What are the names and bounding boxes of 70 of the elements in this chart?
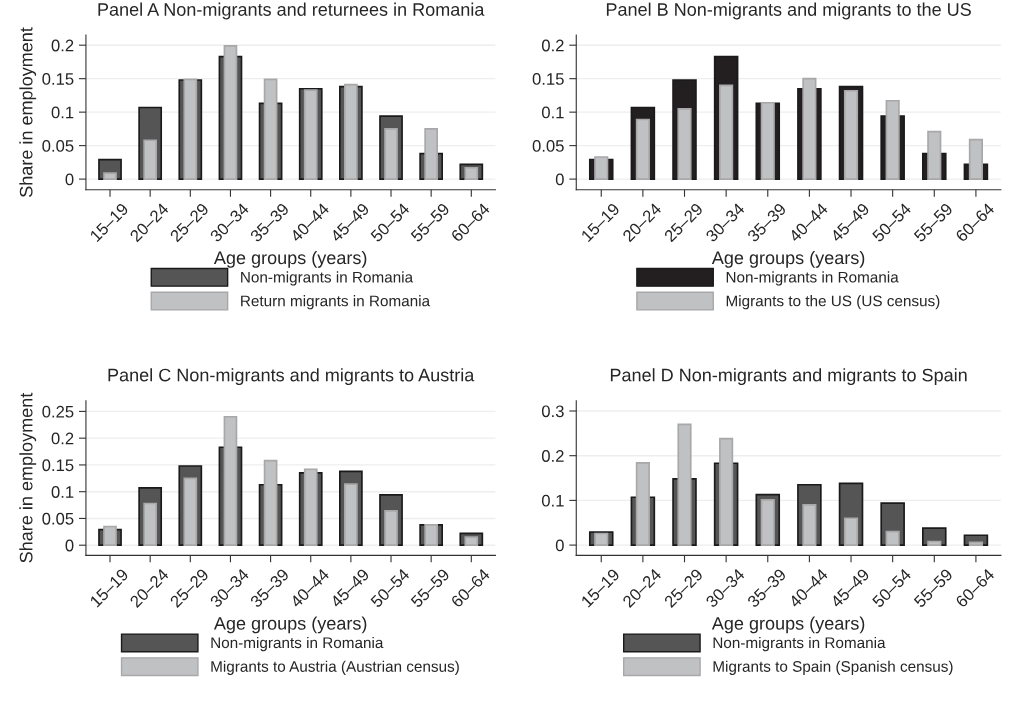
legend-label: Non-migrants in Romania [713,636,886,652]
y-tick-label: 0 [65,173,74,186]
y-tick-label: 0.1 [51,486,74,498]
y-tick-label: 0.05 [42,512,74,525]
bar [885,530,900,546]
x-axis-title: Age groups (years) [711,616,865,634]
legend-label: Migrants to Spain (Spanish census) [713,660,953,675]
bar [344,83,358,180]
bar [424,128,439,180]
bar [103,172,117,180]
bar [719,437,734,546]
legend-label: Non-migrants in Romania [726,271,899,286]
bar [927,540,942,546]
legend-label: Migrants to the US (US census) [726,295,940,310]
bar [594,156,609,180]
chart-title: Panel D Non-migrants and migrants to Spain [610,368,967,386]
y-tick-label: 0.3 [541,405,564,418]
y-tick-label: 0.2 [541,39,564,52]
y-axis-title: Share in employment [19,27,37,197]
y-tick-label: 0 [65,539,74,552]
y-tick-label: 0.2 [51,432,74,445]
y-tick-label: 0.15 [532,73,564,85]
bar [677,423,692,546]
bar [223,415,238,547]
y-tick-label: 0.15 [42,73,74,85]
legend-label: Non-migrants in Romania [241,271,414,286]
bar [263,78,278,180]
chart-title: Panel B Non-migrants and migrants to the US [606,2,971,20]
bar [719,84,734,180]
y-tick-label: 0.05 [42,140,74,152]
bar [677,107,692,180]
bar [303,468,318,547]
bar [885,99,900,180]
bar [927,130,942,180]
legend-label: Non-migrants in Romania [211,636,384,652]
y-tick-label: 0.2 [51,39,74,52]
bar [635,462,650,546]
y-tick-label: 0.1 [541,106,564,119]
chart-title: Panel A Non-migrants and returnees in Romania [98,2,485,20]
x-axis-title: Age groups (years) [213,616,367,634]
y-tick-label: 0.2 [541,450,564,462]
legend-label: Migrants to Austria (Austrian census) [211,660,459,675]
y-tick-label: 0 [555,539,564,552]
x-axis-title: Age groups (years) [213,250,367,268]
bar [183,477,198,547]
y-tick-label: 0.05 [532,140,564,152]
bar [143,502,158,547]
bar [223,45,238,180]
y-tick-label: 0.1 [51,106,74,119]
bar [384,510,398,547]
bar [843,517,859,546]
bar [103,525,117,547]
y-tick-label: 0.1 [541,494,564,507]
bar [635,118,650,180]
bar [760,101,775,180]
y-axis-title: Share in employment [19,392,37,563]
y-tick-label: 0.25 [42,405,74,418]
bar [802,504,817,546]
bar [344,483,358,547]
chart-title: Panel C Non-migrants and migrants to Austria [108,368,475,386]
x-axis-title: Age groups (years) [711,250,865,268]
bar [143,139,158,180]
bar [802,77,817,180]
legend-label: Return migrants in Romania [241,295,431,310]
bar [263,459,278,547]
y-tick-label: 0.15 [42,459,74,472]
bar [384,128,398,180]
bar [183,78,198,180]
y-tick-label: 0 [555,173,564,186]
bar [968,138,983,180]
